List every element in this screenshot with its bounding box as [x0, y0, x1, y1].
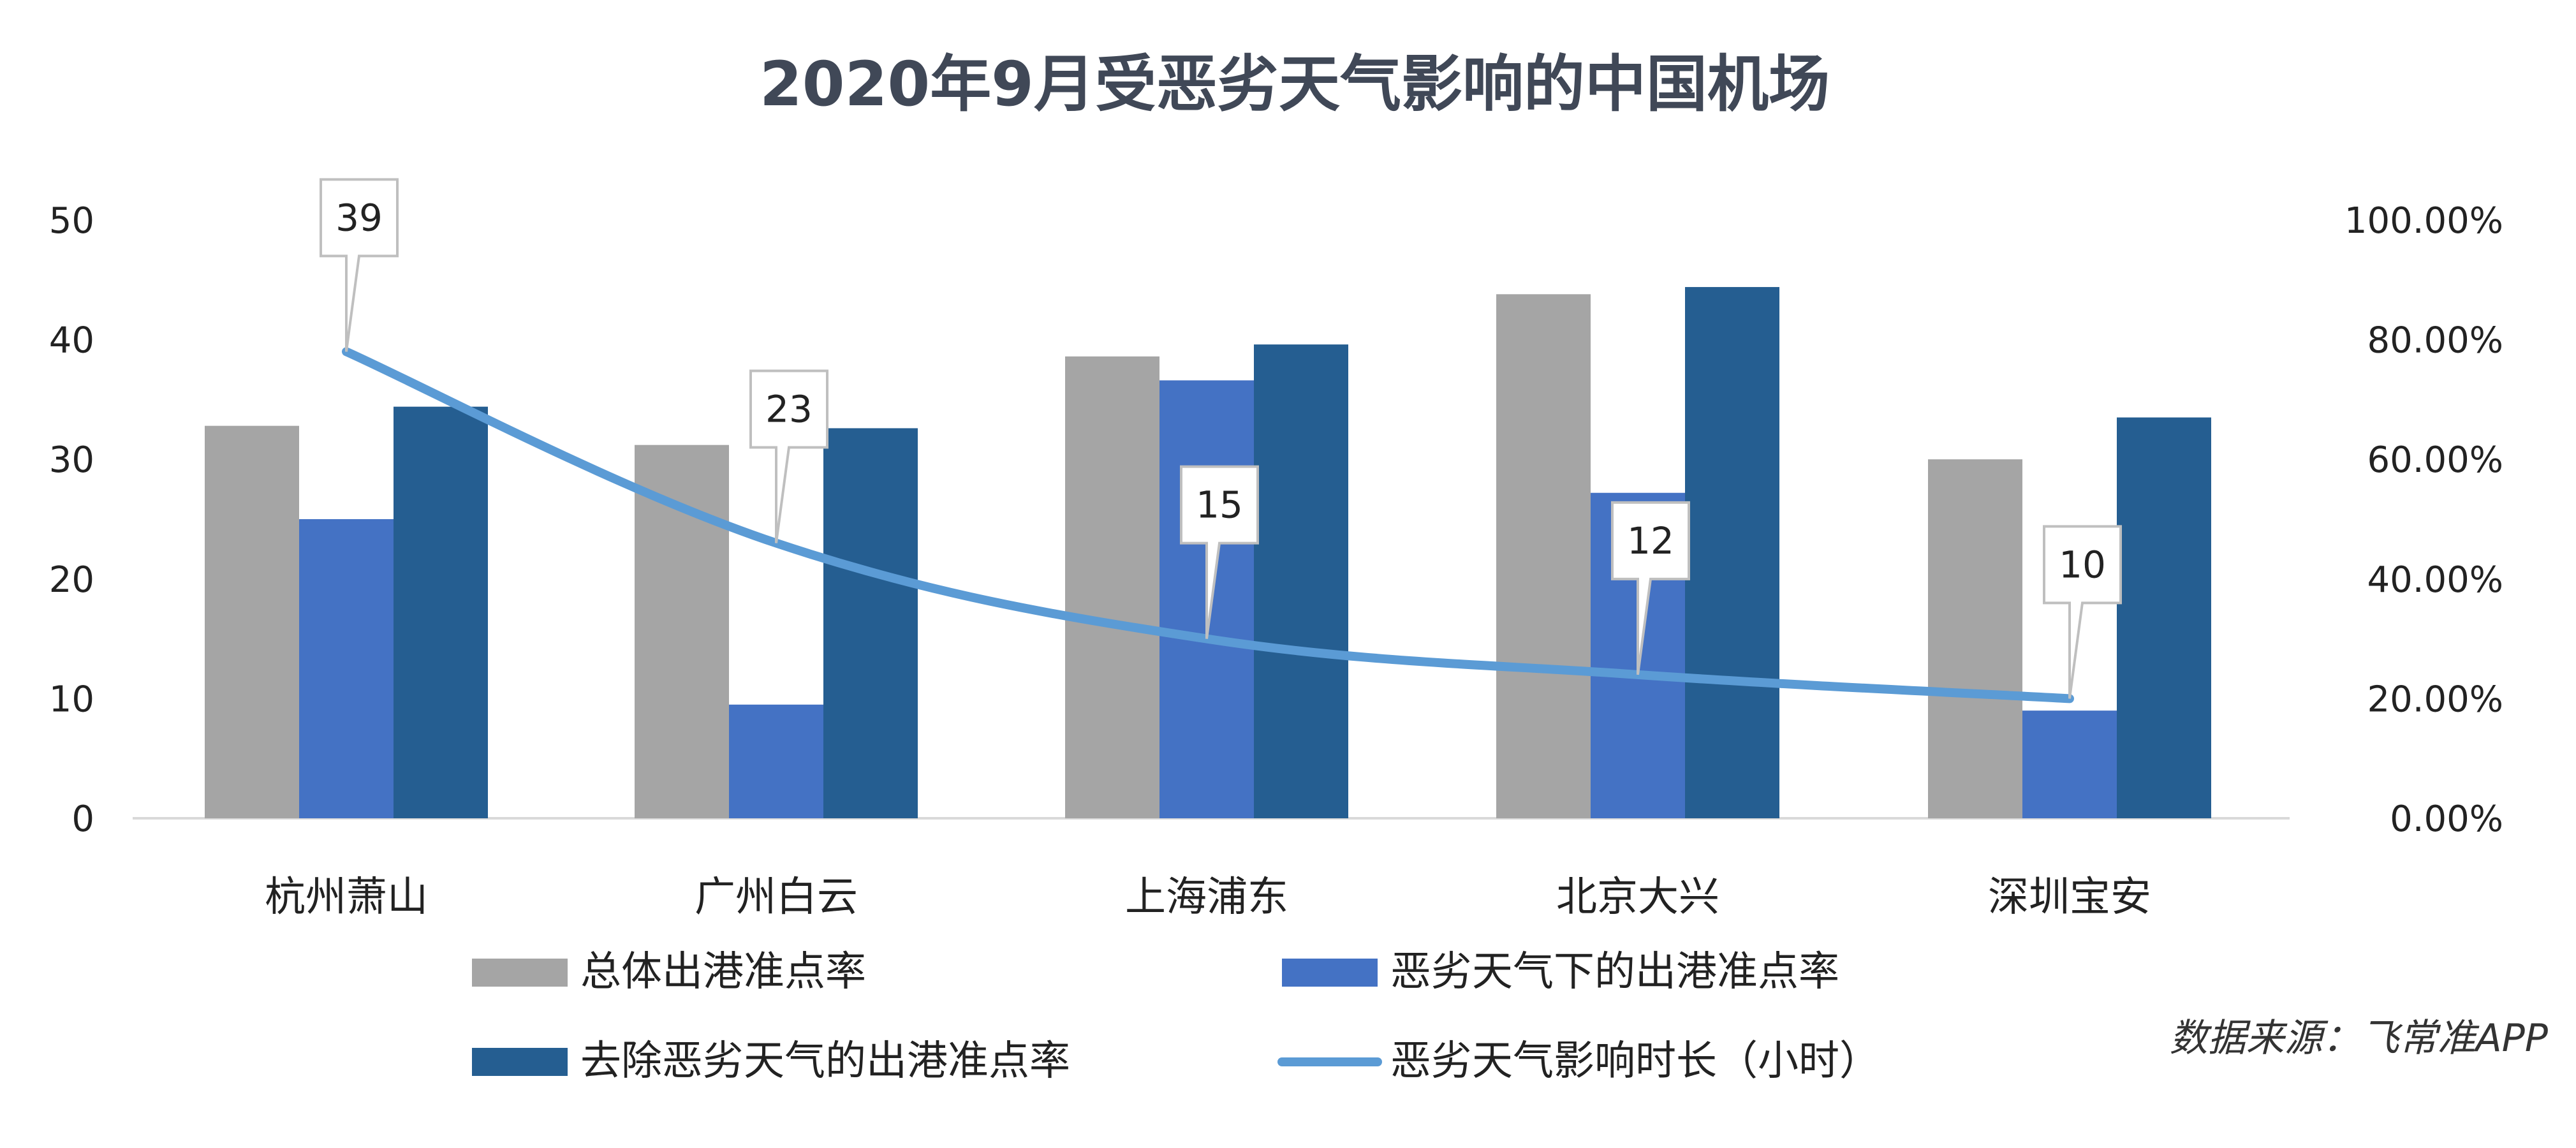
bar-3	[1685, 287, 1779, 818]
category-label: 北京大兴	[1556, 874, 1719, 921]
data-label-callout: 23	[749, 369, 828, 543]
legend-label: 恶劣天气下的出港准点率	[1390, 948, 1839, 996]
callout-box	[320, 178, 399, 352]
left-tick-label: 20	[49, 559, 94, 601]
bar-1	[635, 445, 729, 818]
data-label-callout: 10	[2043, 525, 2122, 699]
legend-item: 总体出港准点率	[472, 948, 866, 996]
bar-1	[1496, 294, 1591, 818]
right-tick-label: 80.00%	[2367, 320, 2503, 362]
left-tick-label: 40	[49, 320, 94, 362]
data-labels: 39 23 15 12 10	[320, 178, 2122, 699]
legend-item: 恶劣天气下的出港准点率	[1282, 948, 1839, 996]
left-tick-label: 50	[49, 200, 94, 242]
left-tick-label: 10	[49, 679, 94, 720]
left-tick-label: 30	[49, 439, 94, 481]
data-label-callout: 12	[1611, 501, 1690, 675]
category-labels: 杭州萧山 广州白云 上海浦东 北京大兴 深圳宝安	[265, 874, 2151, 921]
bar-1	[1065, 356, 1159, 818]
legend-swatch	[472, 959, 568, 987]
right-axis-ticks: 0.00% 20.00% 40.00% 60.00% 80.00% 100.00%	[2344, 200, 2503, 840]
left-axis-ticks: 0 10 20 30 40 50	[49, 200, 94, 840]
bar-2	[2022, 710, 2117, 818]
right-tick-label: 0.00%	[2390, 798, 2503, 840]
legend-item: 去除恶劣天气的出港准点率	[472, 1038, 1070, 1085]
category-label: 上海浦东	[1125, 874, 1288, 921]
bar-3	[2117, 417, 2211, 818]
bar-1	[205, 425, 299, 818]
callout-box	[749, 369, 828, 543]
category-label: 杭州萧山	[265, 874, 428, 921]
legend-swatch	[472, 1048, 568, 1076]
callout-box	[1180, 465, 1259, 639]
category-label: 深圳宝安	[1988, 874, 2151, 921]
right-tick-label: 20.00%	[2367, 679, 2503, 720]
bar-3	[823, 428, 918, 818]
callout-box	[1611, 501, 1690, 675]
data-label: 12	[1627, 519, 1674, 563]
bar-3	[1254, 344, 1348, 818]
chart-title: 2020年9月受恶劣天气影响的中国机场	[760, 48, 1830, 120]
bar-1	[1928, 459, 2022, 818]
callout-box	[2043, 525, 2122, 699]
data-label-callout: 39	[320, 178, 399, 352]
right-tick-label: 40.00%	[2367, 559, 2503, 601]
data-label-callout: 15	[1180, 465, 1259, 639]
data-label: 39	[335, 196, 383, 239]
data-label: 10	[2059, 543, 2106, 586]
bar-2	[729, 704, 823, 818]
right-tick-label: 60.00%	[2367, 439, 2503, 481]
bar-2	[299, 519, 394, 818]
data-label: 23	[765, 388, 813, 431]
legend-label: 总体出港准点率	[580, 948, 866, 996]
legend-label: 去除恶劣天气的出港准点率	[580, 1038, 1070, 1085]
legend-label: 恶劣天气影响时长（小时）	[1390, 1038, 1880, 1085]
left-tick-label: 0	[71, 798, 94, 840]
legend-swatch	[1282, 959, 1378, 987]
bar-3	[394, 406, 488, 818]
right-tick-label: 100.00%	[2344, 200, 2503, 242]
data-label: 15	[1196, 483, 1243, 527]
category-label: 广州白云	[695, 874, 858, 921]
legend-item: 恶劣天气影响时长（小时）	[1277, 1038, 1880, 1085]
source-note: 数据来源：飞常准APP	[2170, 1016, 2549, 1061]
